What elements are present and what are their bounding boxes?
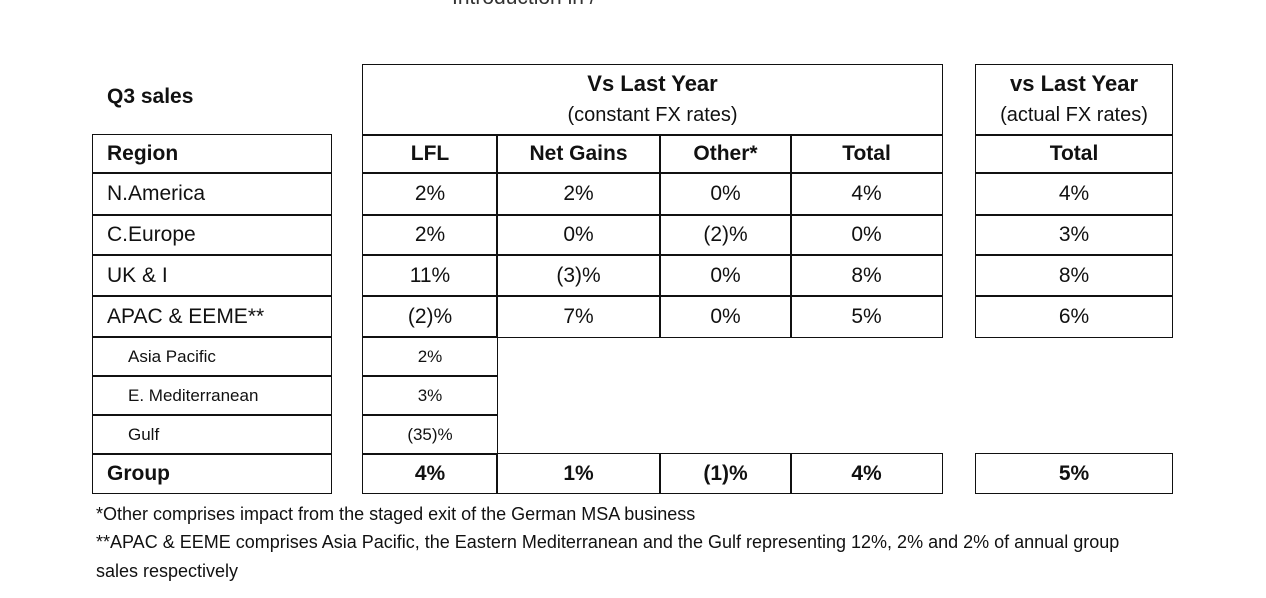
- header-actual-fx: vs Last Year (actual FX rates): [975, 64, 1173, 136]
- subrow-region: E. Mediterranean: [92, 375, 332, 416]
- row-actual-total: 4%: [975, 172, 1173, 216]
- row-net-gains: 7%: [496, 295, 661, 338]
- header-actual-fx-sub: (actual FX rates): [1000, 104, 1148, 126]
- header-constant-fx-sub: (constant FX rates): [567, 104, 738, 126]
- clipped-top-text: Introduction in /: [452, 0, 596, 10]
- header-total: Total: [790, 134, 943, 174]
- row-total: 5%: [790, 295, 943, 338]
- subrow-region: Asia Pacific: [92, 336, 332, 377]
- row-other: 0%: [659, 295, 792, 338]
- row-region: C.Europe: [92, 214, 332, 256]
- row-region: UK & I: [92, 254, 332, 297]
- footnote-apac-line2: sales respectively: [96, 561, 239, 581]
- group-other: (1)%: [659, 453, 792, 494]
- footnote-other: *Other comprises impact from the staged …: [96, 504, 696, 524]
- subrow-lfl: (35)%: [362, 414, 498, 455]
- group-lfl: 4%: [362, 453, 498, 494]
- row-other: (2)%: [659, 214, 792, 256]
- row-lfl: 2%: [362, 214, 498, 256]
- footnote-apac-line1: **APAC & EEME comprises Asia Pacific, th…: [96, 532, 1120, 552]
- row-net-gains: (3)%: [496, 254, 661, 297]
- group-net-gains: 1%: [496, 453, 661, 494]
- row-total: 4%: [790, 172, 943, 216]
- subrow-lfl: 3%: [362, 375, 498, 416]
- row-other: 0%: [659, 172, 792, 216]
- row-total: 8%: [790, 254, 943, 297]
- subrow-region: Gulf: [92, 414, 332, 455]
- row-net-gains: 0%: [496, 214, 661, 256]
- header-constant-fx-main: Vs Last Year: [587, 71, 718, 96]
- header-net-gains: Net Gains: [496, 134, 661, 174]
- row-region: N.America: [92, 172, 332, 216]
- table-title: Q3 sales: [107, 85, 194, 108]
- group-actual-total: 5%: [975, 453, 1173, 494]
- row-lfl: 2%: [362, 172, 498, 216]
- row-other: 0%: [659, 254, 792, 297]
- row-actual-total: 6%: [975, 295, 1173, 338]
- header-lfl: LFL: [362, 134, 498, 174]
- row-actual-total: 8%: [975, 254, 1173, 297]
- row-total: 0%: [790, 214, 943, 256]
- row-region: APAC & EEME**: [92, 295, 332, 338]
- row-lfl: 11%: [362, 254, 498, 297]
- row-actual-total: 3%: [975, 214, 1173, 256]
- header-other: Other*: [659, 134, 792, 174]
- group-total: 4%: [790, 453, 943, 494]
- header-actual-total: Total: [975, 134, 1173, 174]
- row-lfl: (2)%: [362, 295, 498, 338]
- header-actual-fx-main: vs Last Year: [1009, 71, 1139, 96]
- header-constant-fx: Vs Last Year (constant FX rates): [362, 64, 943, 136]
- group-region: Group: [92, 453, 332, 494]
- header-region: Region: [92, 134, 332, 174]
- row-net-gains: 2%: [496, 172, 661, 216]
- subrow-lfl: 2%: [362, 336, 498, 377]
